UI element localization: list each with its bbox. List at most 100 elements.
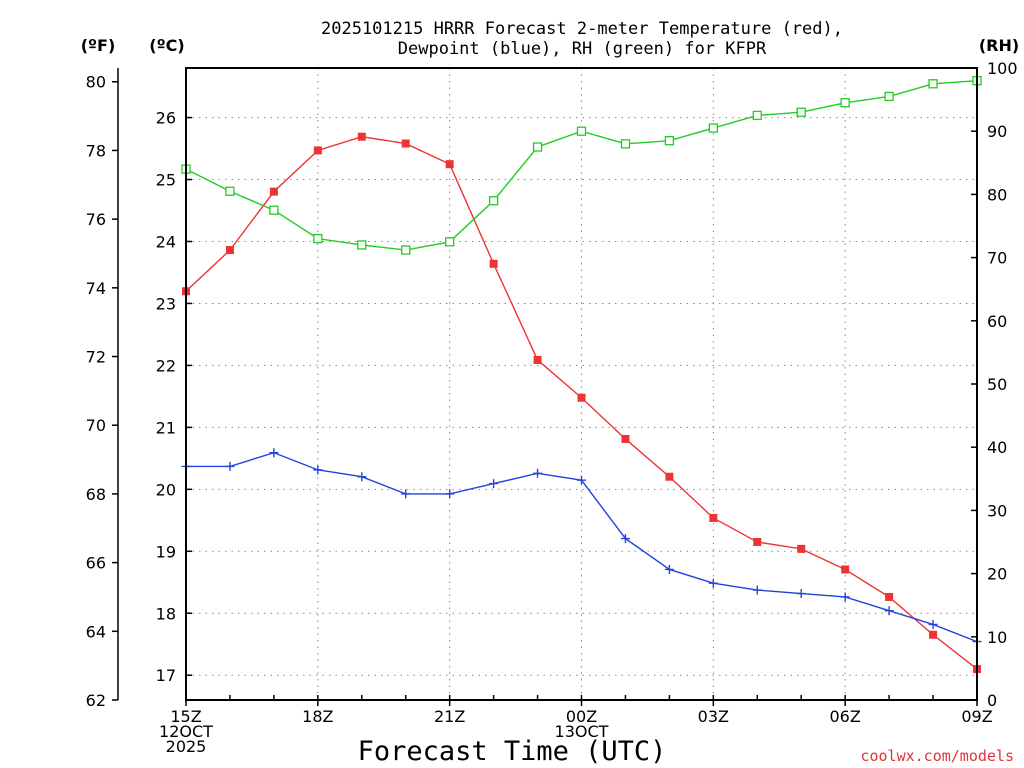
fahrenheit-tick-label: 72 xyxy=(86,348,106,367)
celsius-tick-label: 18 xyxy=(156,604,176,623)
fahrenheit-tick-label: 68 xyxy=(86,485,106,504)
2-meter-temperature-point xyxy=(225,246,234,255)
2-meter-temperature-point xyxy=(885,592,894,601)
2-meter-temperature-point xyxy=(753,538,762,546)
2-meter-temperature-point xyxy=(577,393,586,402)
rh-tick-label: 30 xyxy=(987,501,1007,520)
2-meter-temperature-point xyxy=(357,132,366,141)
celsius-tick-label: 22 xyxy=(156,356,176,375)
credit-text: coolwx.com/models xyxy=(860,747,1014,765)
2-meter-temperature-point xyxy=(533,355,542,364)
rh-point xyxy=(664,136,675,146)
2-meter-temperature-point xyxy=(797,544,806,553)
rh-tick-label: 90 xyxy=(987,122,1007,141)
rh-axis-label: (RH) xyxy=(979,36,1019,55)
rh-point xyxy=(576,126,587,136)
2-meter-temperature-point xyxy=(445,160,454,169)
celsius-tick-label: 25 xyxy=(156,171,176,190)
dewpoint-point xyxy=(269,448,279,458)
rh-point xyxy=(928,79,938,89)
rh-point xyxy=(708,123,718,133)
x-tick-label: 06Z xyxy=(830,707,861,726)
2-meter-temperature-point xyxy=(841,565,850,574)
celsius-tick-label: 20 xyxy=(156,480,176,499)
dewpoint-point xyxy=(577,475,586,485)
celsius-axis-label: (ºC) xyxy=(149,36,184,55)
rh-tick-label: 0 xyxy=(987,691,997,710)
x-axis-label: Forecast Time (UTC) xyxy=(358,736,667,767)
rh-point xyxy=(532,142,543,152)
rh-point xyxy=(620,139,631,149)
dewpoint-point xyxy=(401,489,411,499)
fahrenheit-tick-label: 70 xyxy=(86,416,106,435)
2-meter-temperature-point xyxy=(621,434,630,443)
celsius-tick-label: 23 xyxy=(156,294,176,313)
2-meter-temperature-point xyxy=(269,187,278,196)
chart-title-line-2: Dewpoint (blue), RH (green) for KFPR xyxy=(398,39,767,59)
dewpoint-point xyxy=(708,578,718,588)
fahrenheit-tick-label: 74 xyxy=(86,279,106,298)
fahrenheit-axis-label: (ºF) xyxy=(81,36,116,55)
rh-point xyxy=(840,98,850,108)
x-tick-label: 00Z xyxy=(566,707,597,726)
x-tick-label: 09Z xyxy=(961,707,992,726)
dewpoint-point xyxy=(357,472,367,482)
rh-point xyxy=(752,110,762,121)
dewpoint-point xyxy=(752,585,762,595)
rh-tick-label: 60 xyxy=(987,312,1007,331)
2-meter-temperature-point xyxy=(489,259,498,268)
rh-tick-label: 80 xyxy=(987,185,1007,204)
rh-point xyxy=(445,237,455,247)
rh-point xyxy=(488,196,499,206)
rh-tick-label: 70 xyxy=(987,249,1007,268)
rh-point xyxy=(401,245,411,255)
rh-tick-label: 10 xyxy=(987,628,1007,647)
celsius-tick-label: 19 xyxy=(156,542,176,561)
x-tick-label: 12OCT xyxy=(159,722,213,741)
dewpoint-point xyxy=(620,534,630,544)
fahrenheit-tick-label: 66 xyxy=(86,554,106,573)
plot-frame xyxy=(185,67,978,701)
rh-tick-label: 20 xyxy=(987,565,1007,584)
rh-point xyxy=(313,233,323,244)
rh-point xyxy=(357,240,367,250)
2-meter-temperature-point xyxy=(709,513,718,522)
axes: 62 64 66 68 70 72 74 76 78 80 17 18 19 20 21 22 23 24 25 26… xyxy=(86,59,1018,756)
2-meter-temperature-point xyxy=(313,146,322,155)
dewpoint-point xyxy=(533,468,543,478)
rh-tick-label: 40 xyxy=(987,438,1007,457)
celsius-tick-label: 26 xyxy=(156,109,176,128)
x-tick-label: 13OCT xyxy=(555,722,609,741)
dewpoint-point xyxy=(928,619,938,629)
dewpoint-point xyxy=(445,489,455,499)
chart-title-line-1: 2025101215 HRRR Forecast 2-meter Tempera… xyxy=(321,19,843,39)
series-layer xyxy=(181,75,982,674)
dewpoint-point xyxy=(489,479,499,489)
dewpoint-point xyxy=(796,589,806,599)
fahrenheit-tick-label: 76 xyxy=(86,210,106,229)
dewpoint-point xyxy=(225,461,235,471)
dewpoint-point xyxy=(884,606,894,616)
x-tick-label: 03Z xyxy=(698,707,729,726)
rh-tick-label: 50 xyxy=(987,375,1007,394)
rh-point xyxy=(269,205,279,215)
x-tick-label: 18Z xyxy=(302,707,333,726)
x-tick-label: 15Z xyxy=(170,707,201,726)
fahrenheit-tick-label: 64 xyxy=(86,622,106,641)
fahrenheit-tick-label: 80 xyxy=(86,73,106,92)
rh-point xyxy=(884,91,894,102)
celsius-tick-label: 24 xyxy=(156,232,176,251)
dewpoint-point xyxy=(840,592,850,602)
2-meter-temperature-point xyxy=(401,139,410,148)
2-meter-temperature-point xyxy=(665,472,674,481)
celsius-tick-label: 21 xyxy=(156,418,176,437)
rh-point xyxy=(796,107,806,117)
dewpoint-point xyxy=(664,564,674,574)
x-tick-label: 21Z xyxy=(434,707,465,726)
2-meter-temperature-point xyxy=(929,630,938,639)
fahrenheit-tick-label: 62 xyxy=(86,691,106,710)
rh-tick-label: 100 xyxy=(987,59,1018,78)
dewpoint-point xyxy=(313,465,323,475)
fahrenheit-tick-label: 78 xyxy=(86,141,106,160)
